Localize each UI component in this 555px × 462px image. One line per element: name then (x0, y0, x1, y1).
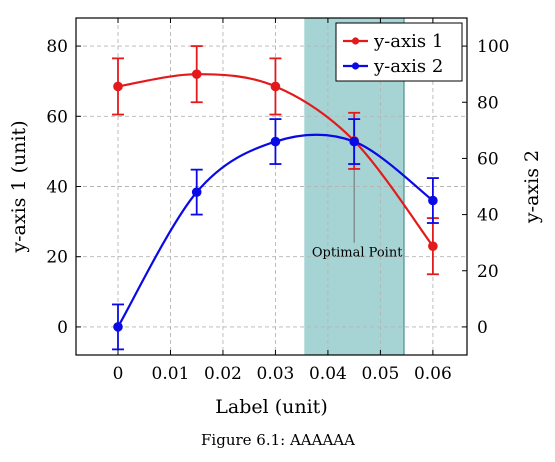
data-point-s2-1 (191, 187, 202, 197)
figure-caption: Figure 6.1: AAAAAA (201, 431, 355, 449)
x-axis-title: Label (unit) (215, 396, 327, 418)
x-tick-label-5: 0.05 (361, 364, 399, 384)
x-tick-label-4: 0.04 (309, 364, 347, 384)
data-point-s2-0 (113, 322, 123, 332)
y2-tick-label-1: 20 (477, 262, 499, 282)
points-layer (113, 69, 438, 332)
y2-tick-label-0: 0 (477, 318, 488, 338)
annotation-label: Optimal Point (312, 246, 403, 261)
y-axis-title: y-axis 1 (unit) (8, 120, 30, 253)
legend-label-2: y-axis 2 (373, 56, 443, 77)
y2-tick-label-3: 60 (477, 149, 499, 169)
data-point-s1-0 (113, 81, 123, 92)
x-tick-label-6: 0.06 (414, 364, 452, 384)
y2-axis-title: y-axis 2 (521, 150, 543, 224)
x-tick-label-3: 0.03 (257, 364, 295, 384)
data-point-s1-1 (191, 69, 202, 79)
data-point-s1-4 (428, 241, 438, 251)
x-tick-label-0: 0 (113, 364, 124, 384)
x-tick-label-1: 0.01 (152, 364, 190, 384)
y-tick-label-0: 0 (57, 318, 68, 338)
y2-tick-label-5: 100 (477, 37, 509, 57)
data-point-s1-2 (270, 81, 281, 92)
ticks-layer: 0 0.01 0.02 0.03 0.04 0.05 0.06 0 20 40 60 80 0 20 40 6… (46, 18, 509, 384)
y-tick-label-1: 20 (46, 248, 68, 268)
data-point-s2-2 (270, 136, 281, 147)
legend-swatch-marker-2 (351, 62, 360, 70)
titles-layer: Label (unit) y-axis 1 (unit) y-axis 2 Figur… (8, 120, 543, 449)
legend-swatch-marker-1 (351, 37, 360, 45)
y-tick-label-3: 60 (46, 107, 68, 127)
data-point-s2-4 (428, 195, 438, 206)
legend-box (335, 22, 463, 82)
y-tick-label-2: 40 (46, 178, 68, 198)
y2-tick-label-2: 40 (477, 206, 499, 226)
legend-label-1: y-axis 1 (373, 31, 443, 52)
y-tick-label-4: 80 (46, 37, 68, 57)
error-bars-layer (111, 45, 439, 351)
y2-tick-label-4: 80 (477, 93, 499, 113)
legend: y-axis 1 y-axis 2 (335, 22, 463, 82)
x-tick-label-2: 0.02 (204, 364, 242, 384)
data-point-s2-3 (349, 136, 359, 147)
